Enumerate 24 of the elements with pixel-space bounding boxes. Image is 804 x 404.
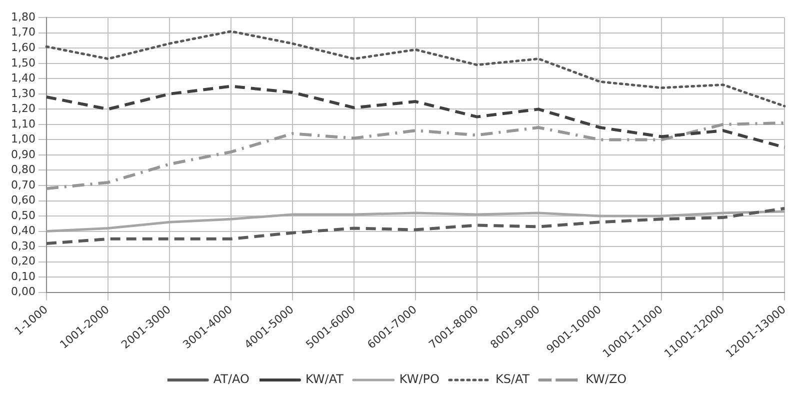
y-tick-label: 1,00 (10, 132, 36, 146)
legend-label: AT/AO (213, 372, 250, 386)
y-tick-label: 1,80 (10, 10, 36, 24)
y-tick-label: 1,70 (10, 26, 36, 39)
y-tick-label: 1,20 (10, 102, 36, 116)
legend-label: KW/ZO (586, 372, 627, 386)
y-tick-label: 0,70 (10, 178, 36, 192)
legend-label: KW/AT (305, 372, 344, 386)
y-tick-label: 1,10 (10, 117, 36, 130)
y-tick-label: 0,90 (10, 148, 36, 161)
y-tick-label: 0,10 (10, 270, 36, 283)
y-tick-label: 1,60 (10, 40, 36, 54)
y-tick-label: 0,40 (10, 224, 36, 238)
y-tick-label: 0,30 (10, 239, 36, 252)
y-tick-label: 0,50 (10, 208, 36, 222)
y-tick-label: 0,20 (10, 254, 36, 268)
y-tick-label: 0,80 (10, 163, 36, 176)
legend-label: KW/PO (399, 372, 440, 386)
y-tick-label: 1,50 (10, 56, 36, 70)
y-tick-label: 0,00 (10, 285, 36, 298)
y-tick-label: 0,60 (10, 194, 36, 207)
y-tick-label: 1,30 (10, 86, 36, 100)
legend-label: KS/AT (495, 372, 530, 386)
y-tick-label: 1,40 (10, 72, 36, 85)
